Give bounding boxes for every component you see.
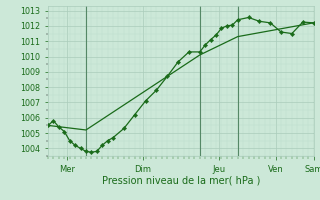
X-axis label: Pression niveau de la mer( hPa ): Pression niveau de la mer( hPa )	[102, 175, 260, 185]
